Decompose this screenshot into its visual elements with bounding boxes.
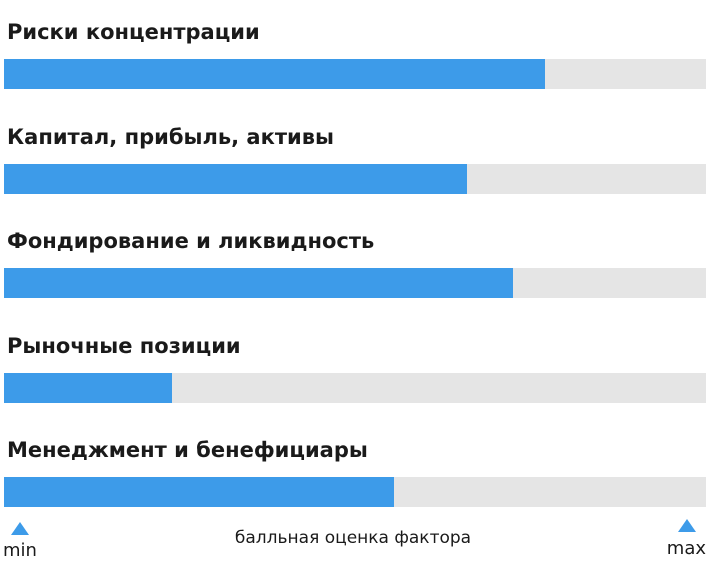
factor-track (4, 164, 706, 194)
factor-label: Фондирование и ликвидность (7, 229, 375, 253)
scale-min-label: min (3, 540, 37, 561)
score-scale: min балльная оценка фактора max (0, 510, 706, 566)
factor-label: Менеджмент и бенефициары (7, 438, 368, 462)
factor-track (4, 477, 706, 507)
factor-bar (4, 477, 394, 507)
factor-track (4, 373, 706, 403)
factor-bar (4, 268, 513, 298)
factor-track (4, 59, 706, 89)
scale-caption: балльная оценка фактора (234, 528, 472, 548)
factor-bar (4, 59, 545, 89)
factor-bar (4, 373, 172, 403)
factor-row: Менеджмент и бенефициары (0, 432, 706, 532)
factor-row: Фондирование и ликвидность (0, 223, 706, 323)
factor-label: Рыночные позиции (7, 334, 241, 358)
min-marker-icon (11, 522, 29, 535)
factor-row: Капитал, прибыль, активы (0, 119, 706, 219)
factor-track (4, 268, 706, 298)
scale-max-label: max (666, 538, 706, 559)
factor-row: Рыночные позиции (0, 328, 706, 428)
factor-bar (4, 164, 467, 194)
factor-label: Риски концентрации (7, 20, 260, 44)
max-marker-icon (678, 519, 696, 532)
factor-row: Риски концентрации (0, 14, 706, 114)
factor-label: Капитал, прибыль, активы (7, 125, 335, 149)
